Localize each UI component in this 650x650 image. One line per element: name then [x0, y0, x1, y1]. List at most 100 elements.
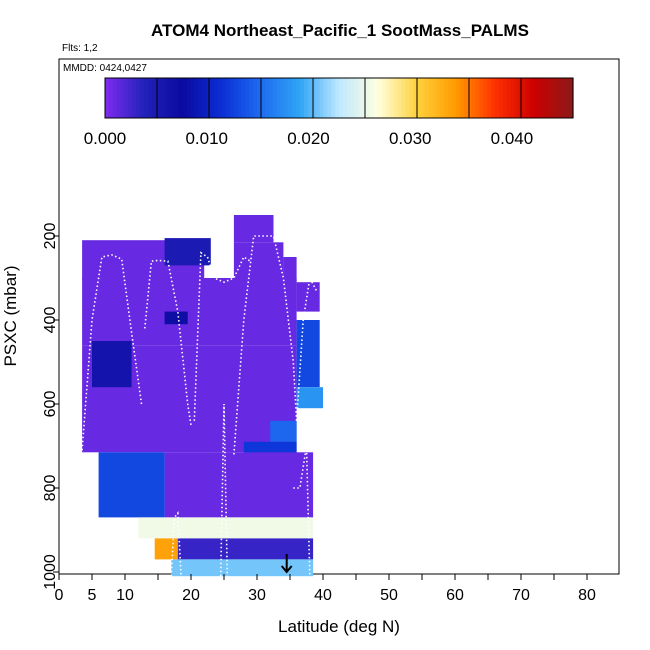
arrow-marker-head	[280, 565, 293, 574]
heatmap-cell	[171, 559, 314, 577]
x-tick-label: 50	[380, 587, 398, 604]
colorbar-segment	[385, 78, 391, 118]
colorbar-segment	[163, 78, 168, 118]
colorbar-segment	[237, 78, 243, 118]
colorbar-segment	[140, 78, 145, 118]
x-axis: 0 5 10 20 30 40 50 60 70 80	[55, 574, 596, 604]
colorbar-segment	[218, 78, 223, 118]
colorbar-segment	[471, 78, 477, 118]
heatmap-cell	[296, 282, 320, 312]
colorbar-segment	[124, 78, 129, 118]
colorbar-segment	[456, 78, 461, 118]
colorbar-segment	[257, 78, 262, 118]
colorbar-segment	[444, 78, 449, 118]
x-tick-label: 20	[182, 587, 200, 604]
colorbar-segment	[342, 78, 348, 118]
colorbar-segment	[284, 78, 289, 118]
colorbar-segment	[424, 78, 430, 118]
colorbar-tick-label: 0.030	[389, 129, 432, 148]
colorbar-segment	[475, 78, 480, 118]
colorbar-segment	[186, 78, 192, 118]
colorbar-segment	[417, 78, 422, 118]
colorbar-segment	[522, 78, 527, 118]
colorbar-segment	[331, 78, 336, 118]
plot-frame	[58, 58, 620, 575]
colorbar-segment	[510, 78, 516, 118]
heatmap-cell	[164, 238, 211, 266]
colorbar-tick-label: 0.040	[491, 129, 534, 148]
y-tick-label: 200	[42, 223, 59, 250]
colorbar-segment	[370, 78, 375, 118]
chart-title: ATOM4 Northeast_Pacific_1 SootMass_PALMS	[151, 21, 529, 40]
colorbar-segment	[296, 78, 301, 118]
colorbar-tick-label: 0.020	[287, 129, 330, 148]
colorbar-segment	[112, 78, 118, 118]
colorbar-segment	[128, 78, 133, 118]
heatmap-cell	[233, 215, 274, 243]
colorbar-segment	[288, 78, 293, 118]
colorbar-segment	[210, 78, 215, 118]
colorbar-segment	[307, 78, 313, 118]
arrow-marker-layer	[280, 554, 293, 574]
colorbar-segment	[249, 78, 254, 118]
colorbar-segment	[420, 78, 426, 118]
colorbar-segment	[171, 78, 176, 118]
colorbar-segment	[506, 78, 512, 118]
colorbar-segment	[151, 78, 157, 118]
colorbar-segment	[323, 78, 328, 118]
x-tick-label: 10	[116, 587, 134, 604]
colorbar-segment	[440, 78, 445, 118]
colorbar-segment	[530, 78, 535, 118]
heatmap-cell	[296, 387, 323, 409]
heatmap-cell	[154, 538, 178, 560]
flight-track	[233, 235, 298, 455]
y-tick-label: 400	[42, 307, 59, 334]
heatmap-cell	[92, 341, 132, 388]
colorbar-segment	[245, 78, 250, 118]
heatmap-cell	[82, 278, 297, 346]
colorbar-segment	[327, 78, 332, 118]
x-tick-label: 5	[88, 587, 97, 604]
y-tick-label: 1000	[42, 554, 59, 590]
colorbar-segment	[159, 78, 165, 118]
colorbar-segment	[452, 78, 457, 118]
colorbar-segment	[175, 78, 180, 118]
colorbar-border	[104, 77, 574, 119]
colorbar-segment	[350, 78, 356, 118]
colorbar-segment	[354, 78, 360, 118]
colorbar-segment	[459, 78, 465, 118]
colorbar-segment	[264, 78, 270, 118]
flight-track	[81, 254, 143, 451]
colorbar-segment	[381, 78, 387, 118]
colorbar-segment	[541, 78, 547, 118]
colorbar-segment	[319, 78, 324, 118]
flight-track	[170, 511, 182, 577]
colorbar-segment	[136, 78, 141, 118]
colorbar-segment	[300, 78, 305, 118]
y-tick-label: 800	[42, 475, 59, 502]
colorbar-segment	[389, 78, 395, 118]
colorbar-segment	[393, 78, 399, 118]
colorbar-segment	[569, 78, 574, 118]
colorbar-segment	[553, 78, 558, 118]
colorbar-segment	[448, 78, 453, 118]
colorbar-segment	[366, 78, 371, 118]
colorbar-segment	[374, 78, 379, 118]
colorbar-segment	[561, 78, 566, 118]
colorbar	[104, 77, 574, 119]
colorbar-segment	[268, 78, 274, 118]
colorbar-segment	[491, 78, 496, 118]
colorbar-segment	[292, 78, 297, 118]
colorbar-segment	[202, 78, 207, 118]
colorbar-segment	[397, 78, 402, 118]
colorbar-segment	[229, 78, 235, 118]
colorbar-segment	[253, 78, 258, 118]
colorbar-segment	[436, 78, 441, 118]
dates-label: MMDD: 0424,0427	[63, 63, 147, 74]
colorbar-segment	[549, 78, 555, 118]
colorbar-segment	[280, 78, 285, 118]
colorbar-segment	[132, 78, 137, 118]
flight-track	[193, 251, 251, 421]
colorbar-segment	[463, 78, 469, 118]
colorbar-segment	[565, 78, 570, 118]
